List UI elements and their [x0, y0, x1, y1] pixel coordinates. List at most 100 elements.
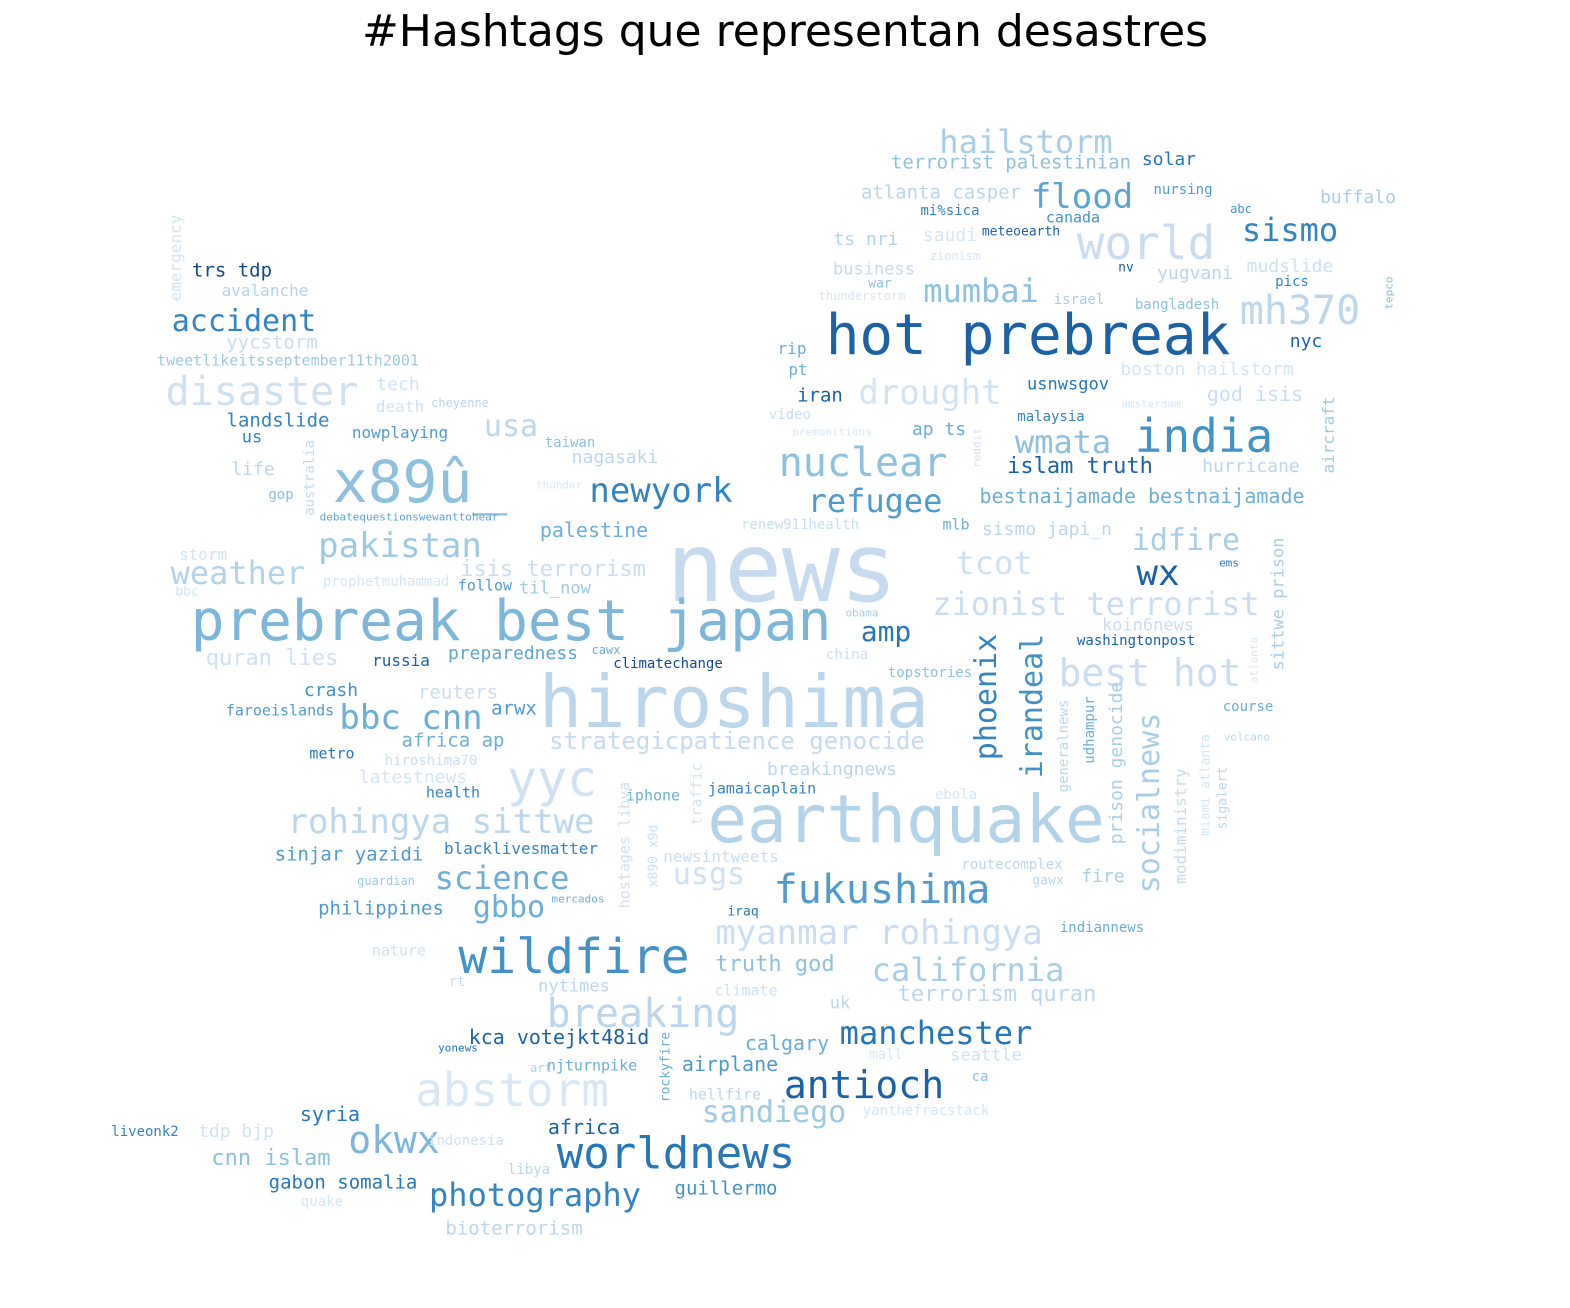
hashtag-word: uk [829, 993, 851, 1014]
hashtag-word: gbbo [472, 890, 546, 925]
hashtag-word: iran [797, 384, 843, 407]
hashtag-word: hailstorm [939, 123, 1113, 161]
hashtag-word: prebreak best japan [190, 589, 832, 654]
hashtag-word: ems [1219, 556, 1239, 570]
hashtag-word: tepco [1382, 276, 1396, 310]
hashtag-word: volcano [1223, 730, 1271, 744]
hashtag-word: seattle [950, 1045, 1022, 1066]
hashtag-word: metro [309, 744, 355, 763]
hashtag-word: god isis [1206, 382, 1304, 406]
hashtag-word: refugee [807, 482, 943, 520]
hashtag-word: tech [376, 374, 420, 395]
hashtag-word: rip [777, 339, 807, 358]
hashtag-word: crash [303, 680, 359, 701]
hashtag-word: tcot [955, 544, 1033, 582]
hashtag-word: war [868, 276, 892, 292]
hashtag-word: islam truth [1007, 454, 1153, 479]
hashtag-word: iphone [625, 786, 681, 805]
hashtag-word: newsintweets [663, 847, 779, 866]
hashtag-word: zionist terrorist [932, 585, 1260, 623]
hashtag-word: yanthefracstack [862, 1103, 990, 1119]
hashtag-word: sismo [1241, 211, 1339, 249]
hashtag-word: debatequestionswewanttohear [319, 510, 499, 524]
hashtag-word: nowplaying [351, 423, 449, 442]
hashtag-word: trs tdp [191, 259, 273, 282]
hashtag-word: jamaicaplain [707, 779, 817, 798]
hashtag-word: africa ap [401, 729, 505, 752]
hashtag-word: hot prebreak [825, 303, 1231, 368]
hashtag-word: washingtonpost [1076, 633, 1196, 649]
hashtag-word: terrorist palestinian [890, 151, 1132, 174]
hashtag-word: koin6news [1101, 615, 1195, 636]
hashtag-word: quran lies [205, 646, 339, 671]
hashtag-word: malaysia [1017, 409, 1085, 425]
hashtag-word: wx [1136, 553, 1180, 594]
hashtag-word: idfire [1131, 523, 1241, 558]
hashtag-word: earthquake [707, 781, 1105, 858]
hashtag-word: reddit [970, 428, 984, 468]
hashtag-word: socialnews [1132, 712, 1167, 894]
hashtag-word: njturnpike [546, 1056, 638, 1075]
hashtag-word: yyc [506, 750, 598, 808]
hashtag-word: tdp bjp [198, 1121, 274, 1142]
hashtag-word: storm [178, 545, 228, 564]
hashtag-word: pakistan [318, 526, 482, 566]
hashtag-word: truth god [715, 952, 835, 977]
hashtag-word: health [425, 783, 481, 802]
hashtag-word: climatechange [613, 656, 723, 672]
hashtag-word: renew911health [740, 517, 860, 533]
hashtag-word: okwx [348, 1118, 440, 1162]
hashtag-word: disaster [165, 369, 359, 415]
hashtag-word: fire [1081, 866, 1125, 887]
hashtag-word: airplane [681, 1052, 779, 1076]
hashtag-word: nursing [1153, 182, 1213, 198]
hashtag-word: palestine [539, 518, 649, 542]
hashtag-word: follow [457, 576, 513, 595]
hashtag-word: hostages libya [615, 781, 634, 909]
hashtag-word: canada [1045, 208, 1101, 227]
hashtag-word: hellfire [688, 1085, 762, 1104]
hashtag-word: world [1076, 216, 1216, 270]
hashtag-word: wmata [1014, 423, 1112, 461]
hashtag-word: israel [1053, 292, 1105, 308]
hashtag-word: bioterrorism [445, 1217, 583, 1240]
hashtag-word: iraq [727, 904, 759, 920]
hashtag-word: udhampur [1082, 696, 1098, 764]
hashtag-word: manchester [839, 1014, 1033, 1052]
hashtag-word: yycstorm [226, 331, 318, 354]
hashtag-word: nagasaki [571, 447, 659, 468]
hashtag-word: atlanta [1247, 636, 1261, 684]
hashtag-word: fukushima [773, 867, 991, 913]
hashtag-word: faroeislands [225, 701, 335, 720]
hashtag-word: sinjar yazidi [274, 843, 424, 866]
hashtag-word: miami atlanta [1198, 734, 1214, 836]
hashtag-word: cnn islam [211, 1146, 331, 1171]
hashtag-word: arwx [491, 697, 537, 720]
hashtag-word: saudi [922, 225, 978, 246]
hashtag-word: gabon somalia [268, 1171, 418, 1194]
hashtag-word: kca votejkt48id [468, 1025, 650, 1049]
hashtag-word: prison genocide [1106, 681, 1127, 845]
hashtag-word: amp [860, 615, 912, 648]
hashtag-word: cheyenne [431, 396, 489, 410]
hashtag-word: tweetlikeitsseptember11th2001 [157, 351, 419, 370]
hashtag-word: obama [845, 606, 879, 620]
hashtag-word: solar [1141, 149, 1197, 170]
hashtag-word: breakingnews [766, 759, 898, 780]
hashtag-word: mercados [551, 892, 605, 906]
hashtag-word: drought [858, 373, 1002, 413]
hashtag-word: science [434, 859, 570, 897]
hashtag-word: bestnaijamade bestnaijamade [979, 484, 1305, 508]
hashtag-word: philippines [318, 897, 444, 920]
hashtag-word: guillermo [674, 1177, 778, 1200]
hashtag-word: nuclear [778, 440, 948, 486]
hashtag-word: ebola [934, 787, 978, 803]
hashtag-word: til_now [519, 578, 591, 599]
hashtag-word: sigalert [1215, 766, 1231, 830]
hashtag-word: news [666, 512, 898, 624]
hashtag-word: bbc cnn [339, 698, 483, 738]
hashtag-word: topstories [887, 665, 973, 681]
hashtag-word: nytimes [538, 976, 610, 997]
hashtag-word: video [768, 407, 812, 423]
